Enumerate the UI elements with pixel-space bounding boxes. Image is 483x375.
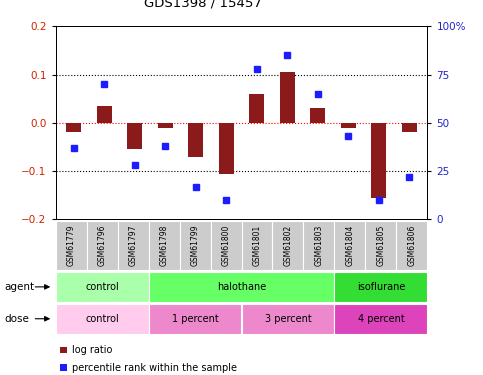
Text: GSM61796: GSM61796 — [98, 225, 107, 266]
Bar — [180, 221, 211, 270]
Text: GSM61800: GSM61800 — [222, 225, 230, 266]
Bar — [303, 221, 334, 270]
Text: agent: agent — [5, 282, 35, 292]
Bar — [97, 106, 112, 123]
Text: dose: dose — [5, 314, 30, 324]
Text: control: control — [85, 314, 119, 324]
Text: GSM61805: GSM61805 — [376, 225, 385, 266]
Bar — [66, 123, 82, 132]
Bar — [56, 272, 149, 302]
Text: 1 percent: 1 percent — [171, 314, 218, 324]
Text: GSM61798: GSM61798 — [159, 225, 169, 266]
Text: control: control — [85, 282, 119, 292]
Bar — [242, 304, 334, 334]
Bar — [249, 94, 264, 123]
Bar — [280, 72, 295, 123]
Text: 4 percent: 4 percent — [357, 314, 404, 324]
Text: isoflurane: isoflurane — [357, 282, 405, 292]
Bar — [272, 221, 303, 270]
Bar — [334, 221, 366, 270]
Bar — [86, 221, 117, 270]
Bar — [149, 272, 334, 302]
Text: GDS1398 / 15457: GDS1398 / 15457 — [144, 0, 262, 9]
Bar — [242, 221, 272, 270]
Text: GSM61797: GSM61797 — [128, 225, 138, 266]
Bar — [371, 123, 386, 198]
Text: GSM61779: GSM61779 — [67, 225, 75, 266]
Text: GSM61804: GSM61804 — [345, 225, 355, 266]
Text: 3 percent: 3 percent — [265, 314, 312, 324]
Bar — [149, 304, 242, 334]
Bar — [341, 123, 356, 128]
Text: halothane: halothane — [217, 282, 266, 292]
Bar — [334, 304, 427, 334]
Bar — [56, 221, 86, 270]
Bar — [117, 221, 149, 270]
Bar — [211, 221, 242, 270]
Bar — [401, 123, 417, 132]
Bar — [219, 123, 234, 174]
Bar — [334, 272, 427, 302]
Bar — [127, 123, 142, 149]
Bar — [157, 123, 173, 128]
Text: log ratio: log ratio — [72, 345, 113, 355]
Bar — [56, 304, 149, 334]
Bar — [397, 221, 427, 270]
Text: GSM61801: GSM61801 — [253, 225, 261, 266]
Bar — [366, 221, 397, 270]
Text: GSM61803: GSM61803 — [314, 225, 324, 266]
Text: GSM61806: GSM61806 — [408, 225, 416, 266]
Text: GSM61799: GSM61799 — [190, 225, 199, 266]
Bar — [149, 221, 180, 270]
Bar — [310, 108, 326, 123]
Text: percentile rank within the sample: percentile rank within the sample — [72, 363, 238, 373]
Text: GSM61802: GSM61802 — [284, 225, 293, 266]
Bar — [188, 123, 203, 157]
